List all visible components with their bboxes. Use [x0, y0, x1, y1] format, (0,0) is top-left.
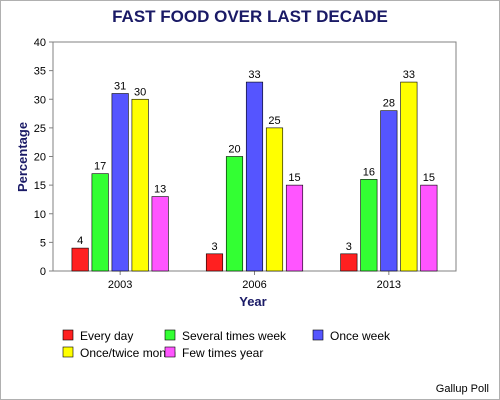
y-tick-label: 10	[34, 209, 46, 221]
bar	[380, 110, 398, 272]
bar	[285, 184, 304, 272]
y-axis-ticks: 0 5 10 15 20 25 30 35 40	[34, 37, 53, 278]
x-axis-title: Year	[239, 294, 266, 309]
legend-swatch	[312, 329, 324, 341]
x-tick-label: 2006	[242, 279, 266, 291]
data-label: 20	[228, 144, 240, 156]
bar	[205, 253, 224, 272]
data-label: 17	[94, 161, 106, 173]
y-axis-title: Percentage	[15, 122, 30, 192]
data-label: 33	[403, 69, 415, 81]
legend-entry: Several times week	[182, 329, 287, 343]
legend-swatch	[62, 329, 74, 341]
y-tick-label: 0	[40, 266, 46, 278]
data-label: 25	[268, 115, 280, 127]
bars	[71, 81, 438, 272]
bar	[131, 98, 149, 272]
y-tick-label: 20	[34, 152, 46, 164]
data-label: 3	[346, 241, 352, 253]
data-label: 4	[77, 235, 83, 247]
data-label: 15	[423, 172, 435, 184]
bar	[420, 184, 438, 272]
bar	[360, 179, 378, 272]
legend-entry: Once week	[330, 329, 391, 343]
legend-swatch	[62, 346, 74, 358]
bar	[111, 93, 129, 272]
y-tick-label: 5	[40, 237, 46, 249]
y-tick-label: 35	[34, 66, 46, 78]
data-label: 30	[134, 86, 146, 98]
legend-swatch	[164, 346, 176, 358]
legend-entry: Every day	[80, 329, 133, 343]
y-tick-label: 25	[34, 123, 46, 135]
bar	[245, 81, 264, 272]
bar	[265, 127, 284, 272]
data-label: 3	[211, 241, 217, 253]
legend-entry: Once/twice month	[80, 346, 176, 360]
y-tick-label: 15	[34, 180, 46, 192]
y-tick-label: 30	[34, 94, 46, 106]
data-labels: 4 17 31 30 13 3 20 33 25 15 3 16 28 33 15	[77, 69, 435, 253]
data-label: 28	[383, 98, 395, 110]
x-tick-label: 2003	[108, 279, 132, 291]
legend-entry: Few times year	[182, 346, 263, 360]
chart-title: FAST FOOD OVER LAST DECADE	[112, 7, 388, 26]
bar	[400, 81, 418, 272]
bar	[91, 173, 109, 272]
data-label: 33	[248, 69, 260, 81]
x-axis-ticks: 2003 2006 2013	[108, 271, 401, 291]
data-label: 31	[114, 81, 126, 93]
bar	[225, 156, 244, 272]
bar	[151, 196, 169, 272]
y-tick-label: 40	[34, 37, 46, 49]
data-label: 15	[288, 172, 300, 184]
x-tick-label: 2013	[377, 279, 401, 291]
data-label: 13	[154, 184, 166, 196]
bar	[340, 253, 358, 272]
legend-swatch	[164, 329, 176, 341]
bar	[71, 247, 89, 272]
data-label: 16	[363, 166, 375, 178]
legend: Every day Several times week Once week Once…	[62, 329, 391, 360]
source-note: Gallup Poll	[436, 383, 489, 395]
